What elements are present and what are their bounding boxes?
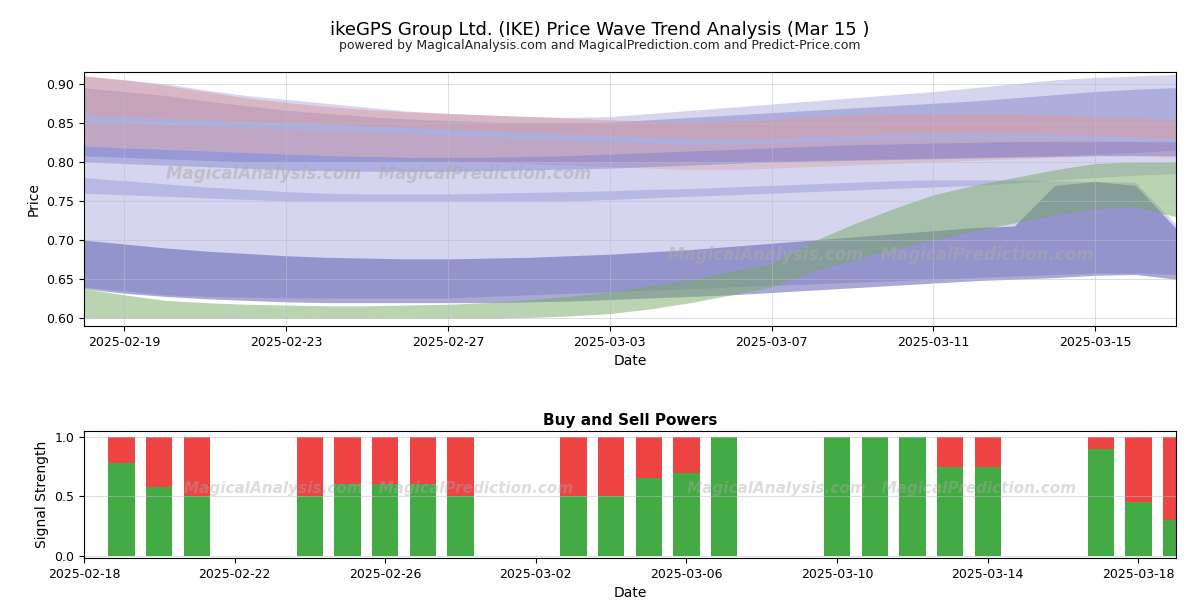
Bar <box>1126 437 1152 502</box>
Bar <box>710 437 737 556</box>
Bar <box>937 467 964 556</box>
Bar <box>108 463 134 556</box>
Bar <box>296 496 323 556</box>
Bar <box>184 496 210 556</box>
Y-axis label: Signal Strength: Signal Strength <box>35 441 49 548</box>
Bar <box>1126 502 1152 556</box>
Bar <box>1087 437 1114 449</box>
Bar <box>862 437 888 556</box>
Bar <box>146 437 173 487</box>
Y-axis label: Price: Price <box>26 182 41 216</box>
Text: powered by MagicalAnalysis.com and MagicalPrediction.com and Predict-Price.com: powered by MagicalAnalysis.com and Magic… <box>340 39 860 52</box>
Bar <box>184 437 210 496</box>
Text: MagicalAnalysis.com   MagicalPrediction.com: MagicalAnalysis.com MagicalPrediction.co… <box>668 246 1094 264</box>
Bar <box>974 467 1001 556</box>
Title: Buy and Sell Powers: Buy and Sell Powers <box>542 413 718 428</box>
Bar <box>409 437 436 484</box>
X-axis label: Date: Date <box>613 586 647 600</box>
Bar <box>636 437 662 478</box>
Bar <box>108 437 134 463</box>
Bar <box>1163 437 1189 520</box>
Bar <box>560 496 587 556</box>
Bar <box>448 496 474 556</box>
Bar <box>335 484 361 556</box>
Bar <box>448 437 474 496</box>
Bar <box>899 437 925 556</box>
Bar <box>974 437 1001 467</box>
Bar <box>673 437 700 473</box>
Bar <box>372 484 398 556</box>
Text: ikeGPS Group Ltd. (IKE) Price Wave Trend Analysis (Mar 15 ): ikeGPS Group Ltd. (IKE) Price Wave Trend… <box>330 21 870 39</box>
Bar <box>409 484 436 556</box>
Bar <box>636 478 662 556</box>
Text: MagicalAnalysis.com   MagicalPrediction.com: MagicalAnalysis.com MagicalPrediction.co… <box>185 481 574 496</box>
Bar <box>937 437 964 467</box>
X-axis label: Date: Date <box>613 355 647 368</box>
Bar <box>598 496 624 556</box>
Bar <box>673 473 700 556</box>
Bar <box>296 437 323 496</box>
Bar <box>1087 449 1114 556</box>
Bar <box>824 437 851 556</box>
Bar <box>146 487 173 556</box>
Text: MagicalAnalysis.com   MagicalPrediction.com: MagicalAnalysis.com MagicalPrediction.co… <box>686 481 1075 496</box>
Bar <box>560 437 587 496</box>
Bar <box>335 437 361 484</box>
Bar <box>598 437 624 496</box>
Text: MagicalAnalysis.com   MagicalPrediction.com: MagicalAnalysis.com MagicalPrediction.co… <box>166 164 592 182</box>
Bar <box>372 437 398 484</box>
Bar <box>1163 520 1189 556</box>
